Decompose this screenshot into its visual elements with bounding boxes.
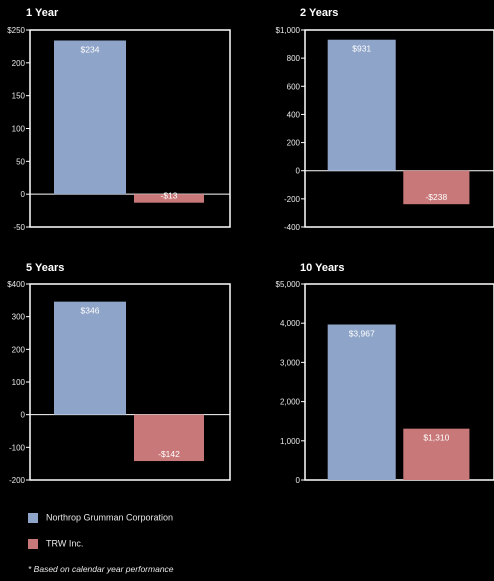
y-tick-label: -400 — [284, 223, 301, 232]
chart-title: 5 Years — [26, 262, 64, 274]
chart-title: 1 Year — [26, 7, 59, 19]
legend-swatch-northrop — [28, 512, 38, 523]
y-tick-label: 0 — [21, 411, 26, 420]
bar-value-label: $1,310 — [423, 433, 449, 443]
y-tick-label: 400 — [287, 110, 301, 119]
legend-label-northrop: Northrop Grumman Corporation — [46, 512, 174, 523]
y-tick-label: 50 — [16, 157, 25, 166]
bar — [403, 170, 470, 205]
chart-title: 10 Years — [300, 262, 344, 274]
y-tick-label: 1,000 — [280, 437, 301, 446]
y-tick-label: 200 — [12, 59, 26, 68]
y-tick-label: 100 — [12, 125, 26, 134]
y-tick-label: -100 — [9, 443, 26, 452]
y-tick-label: $5,000 — [276, 280, 301, 289]
y-tick-label: 600 — [287, 82, 301, 91]
y-tick-label: 100 — [12, 378, 26, 387]
chart-frame — [304, 29, 494, 228]
y-tick-label: -200 — [284, 195, 301, 204]
y-tick-label: 3,000 — [280, 358, 301, 367]
bar-value-label: $234 — [81, 45, 100, 55]
bar — [54, 40, 126, 195]
bar — [134, 414, 204, 462]
bar-value-label: $931 — [352, 44, 371, 54]
y-tick-label: 0 — [296, 167, 301, 176]
y-tick-label: $250 — [7, 26, 25, 35]
y-tick-label: 800 — [287, 54, 301, 63]
y-tick-label: 2,000 — [280, 398, 301, 407]
y-tick-label: 300 — [12, 313, 26, 322]
y-tick-label: $400 — [7, 280, 25, 289]
bar — [403, 428, 470, 480]
bar — [327, 39, 396, 171]
chart-title: 2 Years — [300, 7, 338, 19]
y-tick-label: -200 — [9, 476, 26, 485]
bar-value-label: $3,967 — [349, 328, 375, 338]
bar-value-label: -$238 — [425, 192, 447, 202]
bar — [134, 194, 204, 203]
chart-frame — [304, 283, 494, 481]
bar — [54, 301, 126, 415]
footnote: * Based on calendar year performance — [28, 564, 174, 574]
legend-item-northrop: Northrop Grumman Corporation — [28, 512, 173, 523]
legend-label-trw: TRW Inc. — [46, 538, 84, 549]
bar-value-label: $346 — [81, 306, 100, 316]
y-tick-label: 0 — [296, 476, 301, 485]
charts-canvas: 1 Year$250 200 150 100 50 0 -50 $234 -$13 2 Years… — [7, 7, 494, 485]
y-tick-label: $1,000 — [276, 26, 301, 35]
legend-swatch-trw — [28, 538, 38, 549]
bar-value-label: -$142 — [158, 449, 180, 459]
bar — [327, 324, 396, 480]
y-tick-label: 150 — [12, 92, 26, 101]
legend-item-trw: TRW Inc. — [28, 538, 83, 549]
bar-value-label: -$13 — [160, 191, 177, 201]
y-tick-label: -50 — [13, 223, 25, 232]
y-tick-label: 4,000 — [280, 319, 301, 328]
y-tick-label: 200 — [287, 139, 301, 148]
y-tick-label: 200 — [12, 345, 26, 354]
y-tick-label: 0 — [21, 190, 26, 199]
